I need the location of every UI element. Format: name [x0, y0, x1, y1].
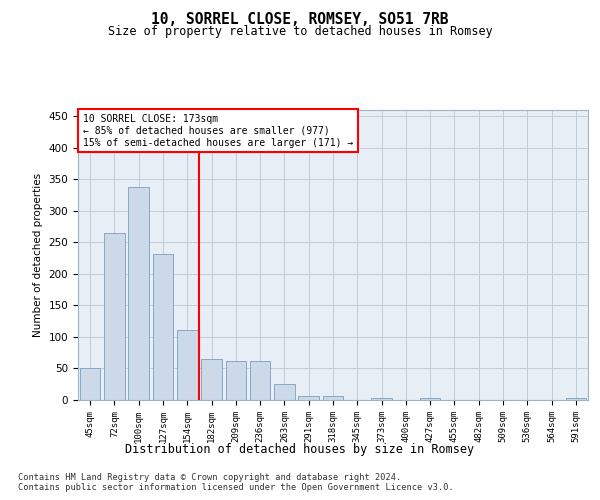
Bar: [128, 187, 149, 400]
Bar: [152, 254, 173, 400]
Bar: [80, 368, 100, 400]
Bar: [323, 396, 343, 400]
Bar: [371, 398, 392, 400]
Text: Contains public sector information licensed under the Open Government Licence v3: Contains public sector information licen…: [18, 482, 454, 492]
Bar: [566, 398, 586, 400]
Bar: [177, 330, 197, 400]
Bar: [298, 396, 319, 400]
Bar: [201, 359, 222, 400]
Bar: [104, 233, 125, 400]
Y-axis label: Number of detached properties: Number of detached properties: [33, 173, 43, 337]
Text: 10 SORREL CLOSE: 173sqm
← 85% of detached houses are smaller (977)
15% of semi-d: 10 SORREL CLOSE: 173sqm ← 85% of detache…: [83, 114, 353, 148]
Text: Contains HM Land Registry data © Crown copyright and database right 2024.: Contains HM Land Registry data © Crown c…: [18, 472, 401, 482]
Bar: [274, 384, 295, 400]
Text: Distribution of detached houses by size in Romsey: Distribution of detached houses by size …: [125, 442, 475, 456]
Text: Size of property relative to detached houses in Romsey: Size of property relative to detached ho…: [107, 25, 493, 38]
Text: 10, SORREL CLOSE, ROMSEY, SO51 7RB: 10, SORREL CLOSE, ROMSEY, SO51 7RB: [151, 12, 449, 28]
Bar: [226, 361, 246, 400]
Bar: [250, 361, 271, 400]
Bar: [420, 398, 440, 400]
